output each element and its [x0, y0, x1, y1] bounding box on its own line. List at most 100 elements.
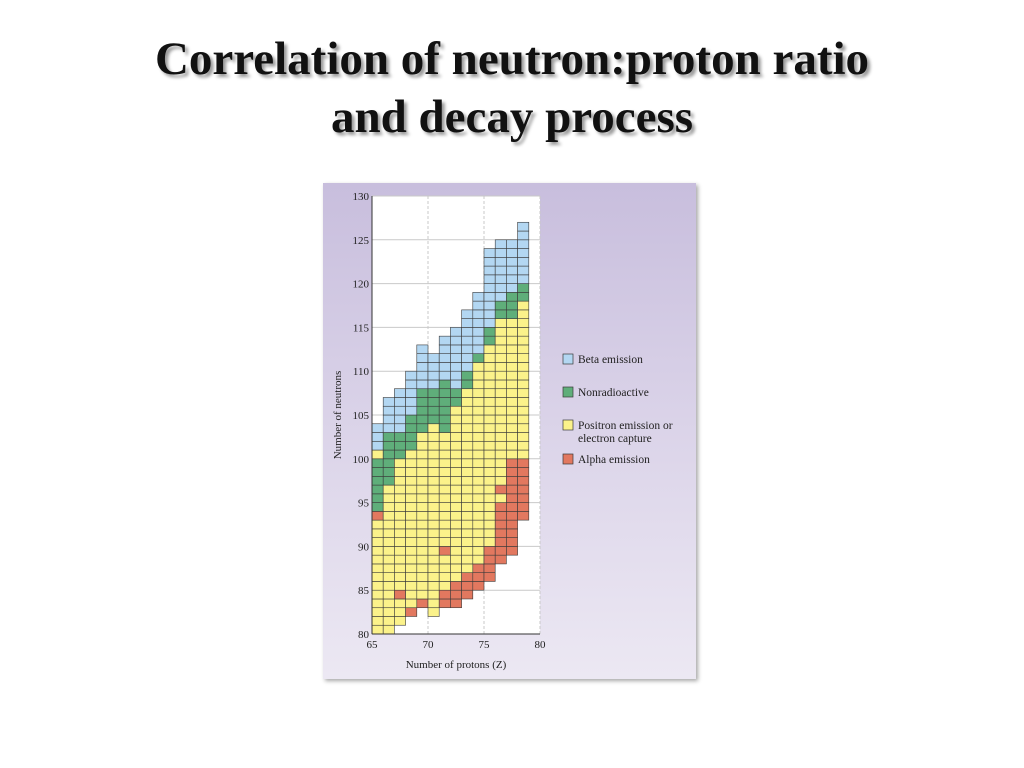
- nuclide-cell: [483, 335, 496, 346]
- nuclide-cell: [450, 458, 462, 468]
- legend-swatch-A: [562, 453, 574, 465]
- nuclide-cell: [517, 511, 530, 521]
- nuclide-cell: [438, 484, 451, 495]
- x-tick-label: 80: [535, 639, 547, 651]
- nuclide-cell: [517, 283, 530, 293]
- nuclide-cell: [494, 511, 507, 521]
- nuclide-cell: [450, 440, 462, 451]
- nuclide-cell: [450, 511, 462, 521]
- nuclide-cell: [416, 405, 429, 416]
- nuclide-cell: [483, 248, 496, 258]
- nuclide-cell: [450, 546, 462, 556]
- x-tick-label: 70: [423, 639, 435, 651]
- nuclide-cell: [494, 405, 507, 416]
- nuclide-cell: [483, 309, 496, 319]
- nuclide-cell: [483, 318, 496, 328]
- nuclide-cell: [506, 300, 518, 311]
- nuclide-cell: [483, 274, 496, 284]
- nuclide-cell: [506, 327, 518, 337]
- nuclide-cell: [416, 414, 429, 425]
- nuclide-cell: [506, 458, 518, 468]
- nuclide-cell: [461, 537, 474, 547]
- nuclide-cell: [394, 484, 406, 495]
- nuclide-cell: [461, 379, 474, 390]
- nuclide-cell: [394, 493, 406, 503]
- nuclide-cell: [517, 388, 530, 398]
- nuclide-cell: [394, 589, 406, 600]
- nuclide-cell: [472, 292, 485, 302]
- nuclide-cell: [416, 511, 429, 521]
- nuclide-cell: [461, 519, 474, 530]
- nuclide-cell: [405, 414, 418, 425]
- nuclide-cell: [506, 484, 518, 495]
- nuclide-cell: [394, 511, 406, 521]
- nuclide-cell: [427, 476, 440, 486]
- nuclide-cell: [483, 537, 496, 547]
- nuclide-cell: [506, 528, 518, 538]
- nuclide-cell: [483, 283, 496, 293]
- nuclide-cell: [416, 476, 429, 486]
- legend-swatch-N: [562, 386, 574, 398]
- nuclide-cell: [494, 467, 507, 477]
- nuclide-cell: [427, 484, 440, 495]
- nuclide-cell: [483, 546, 496, 556]
- nuclide-cell: [517, 309, 530, 319]
- nuclide-cell: [450, 484, 462, 495]
- nuclide-cell: [461, 344, 474, 354]
- nuclide-cell: [416, 589, 429, 600]
- nuclide-cell: [506, 379, 518, 390]
- nuclide-cell: [450, 581, 462, 591]
- nuclide-cell: [427, 440, 440, 451]
- nuclide-cell: [405, 511, 418, 521]
- nuclide-cell: [450, 379, 462, 390]
- nuclide-cell: [506, 502, 518, 512]
- nuclide-cell: [483, 265, 496, 276]
- nuclide-cell: [450, 572, 462, 582]
- figure-panel: 80 85 90 95 100 105 110 115 120 125 130 65 70 75 80 Num…: [323, 183, 696, 679]
- nuclide-cell: [416, 440, 429, 451]
- nuclide-cell: [461, 370, 474, 381]
- nuclide-cell: [438, 502, 451, 512]
- nuclide-cell: [416, 554, 429, 565]
- nuclide-cell: [371, 572, 384, 582]
- nuclide-cell: [472, 519, 485, 530]
- nuclide-cell: [494, 335, 507, 346]
- nuclide-cell: [517, 476, 530, 486]
- nuclide-cell: [472, 493, 485, 503]
- nuclide-cell: [494, 248, 507, 258]
- nuclide-cell: [382, 484, 395, 495]
- nuclide-cell: [427, 563, 440, 573]
- nuclide-cell: [416, 388, 429, 398]
- nuclide-cell: [506, 432, 518, 442]
- nuclide-cell: [461, 414, 474, 425]
- nuclide-cell: [472, 335, 485, 346]
- nuclide-cell: [427, 607, 440, 617]
- nuclide-cell: [450, 405, 462, 416]
- nuclide-cell: [461, 528, 474, 538]
- y-tick-label: 130: [353, 191, 370, 203]
- nuclide-cell: [405, 589, 418, 600]
- nuclide-cell: [517, 327, 530, 337]
- nuclide-cell: [461, 502, 474, 512]
- nuclide-cell: [405, 467, 418, 477]
- nuclide-cell: [494, 397, 507, 407]
- nuclide-cell: [483, 257, 496, 267]
- nuclide-cell: [427, 397, 440, 407]
- nuclide-cell: [438, 362, 451, 372]
- y-tick-label: 90: [358, 541, 370, 553]
- nuclide-cell: [416, 598, 429, 609]
- nuclide-cell: [394, 449, 406, 460]
- nuclide-cell: [382, 414, 395, 425]
- nuclide-cell: [461, 546, 474, 556]
- nuclide-cell: [394, 476, 406, 486]
- nuclide-cell: [461, 423, 474, 433]
- nuclide-cell: [506, 423, 518, 433]
- nuclide-cell: [483, 554, 496, 565]
- nuclide-cell: [371, 563, 384, 573]
- nuclide-cell: [371, 484, 384, 495]
- nuclide-cell: [438, 432, 451, 442]
- nuclide-cell: [506, 449, 518, 460]
- nuclide-cell: [517, 353, 530, 363]
- nuclide-cell: [517, 467, 530, 477]
- nuclide-cell: [461, 440, 474, 451]
